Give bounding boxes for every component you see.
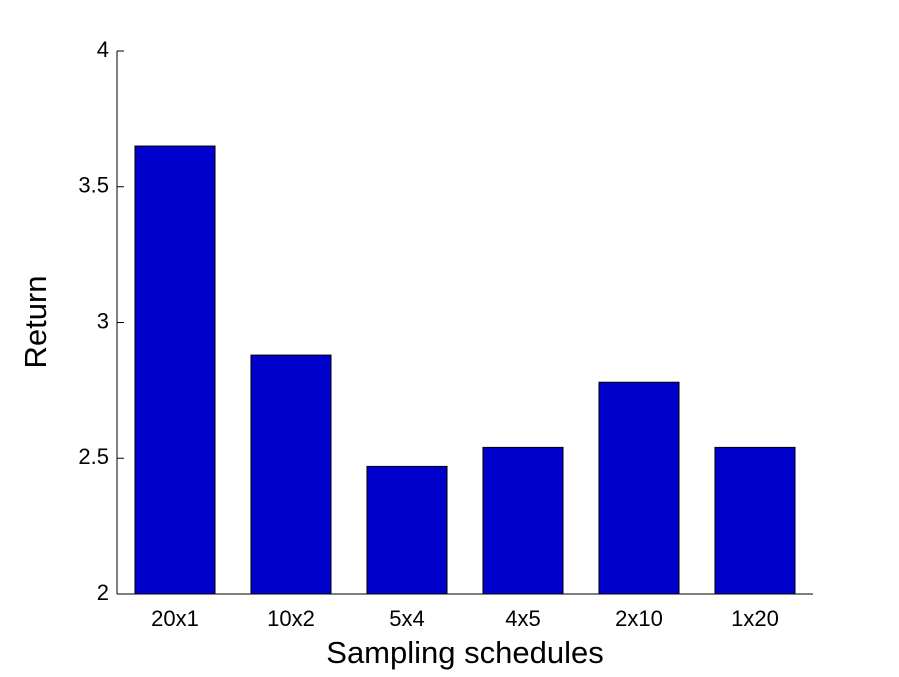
bar — [366, 465, 448, 595]
bar — [250, 354, 332, 595]
bar — [482, 446, 564, 595]
x-tick-label: 2x10 — [615, 606, 663, 631]
y-tick-label: 3 — [97, 308, 109, 333]
y-tick-label: 3.5 — [78, 173, 109, 198]
x-tick-label: 20x1 — [151, 606, 199, 631]
x-tick-label: 1x20 — [731, 606, 779, 631]
x-tick-label: 5x4 — [389, 606, 424, 631]
bar — [598, 381, 680, 595]
y-tick-label: 4 — [97, 37, 109, 62]
y-tick-label: 2.5 — [78, 444, 109, 469]
y-axis-label: Return — [18, 275, 53, 368]
bar — [714, 446, 796, 595]
x-axis-label: Sampling schedules — [326, 635, 603, 670]
x-tick-label: 10x2 — [267, 606, 315, 631]
x-tick-label: 4x5 — [505, 606, 540, 631]
bar — [134, 145, 216, 595]
y-tick-label: 2 — [97, 580, 109, 605]
